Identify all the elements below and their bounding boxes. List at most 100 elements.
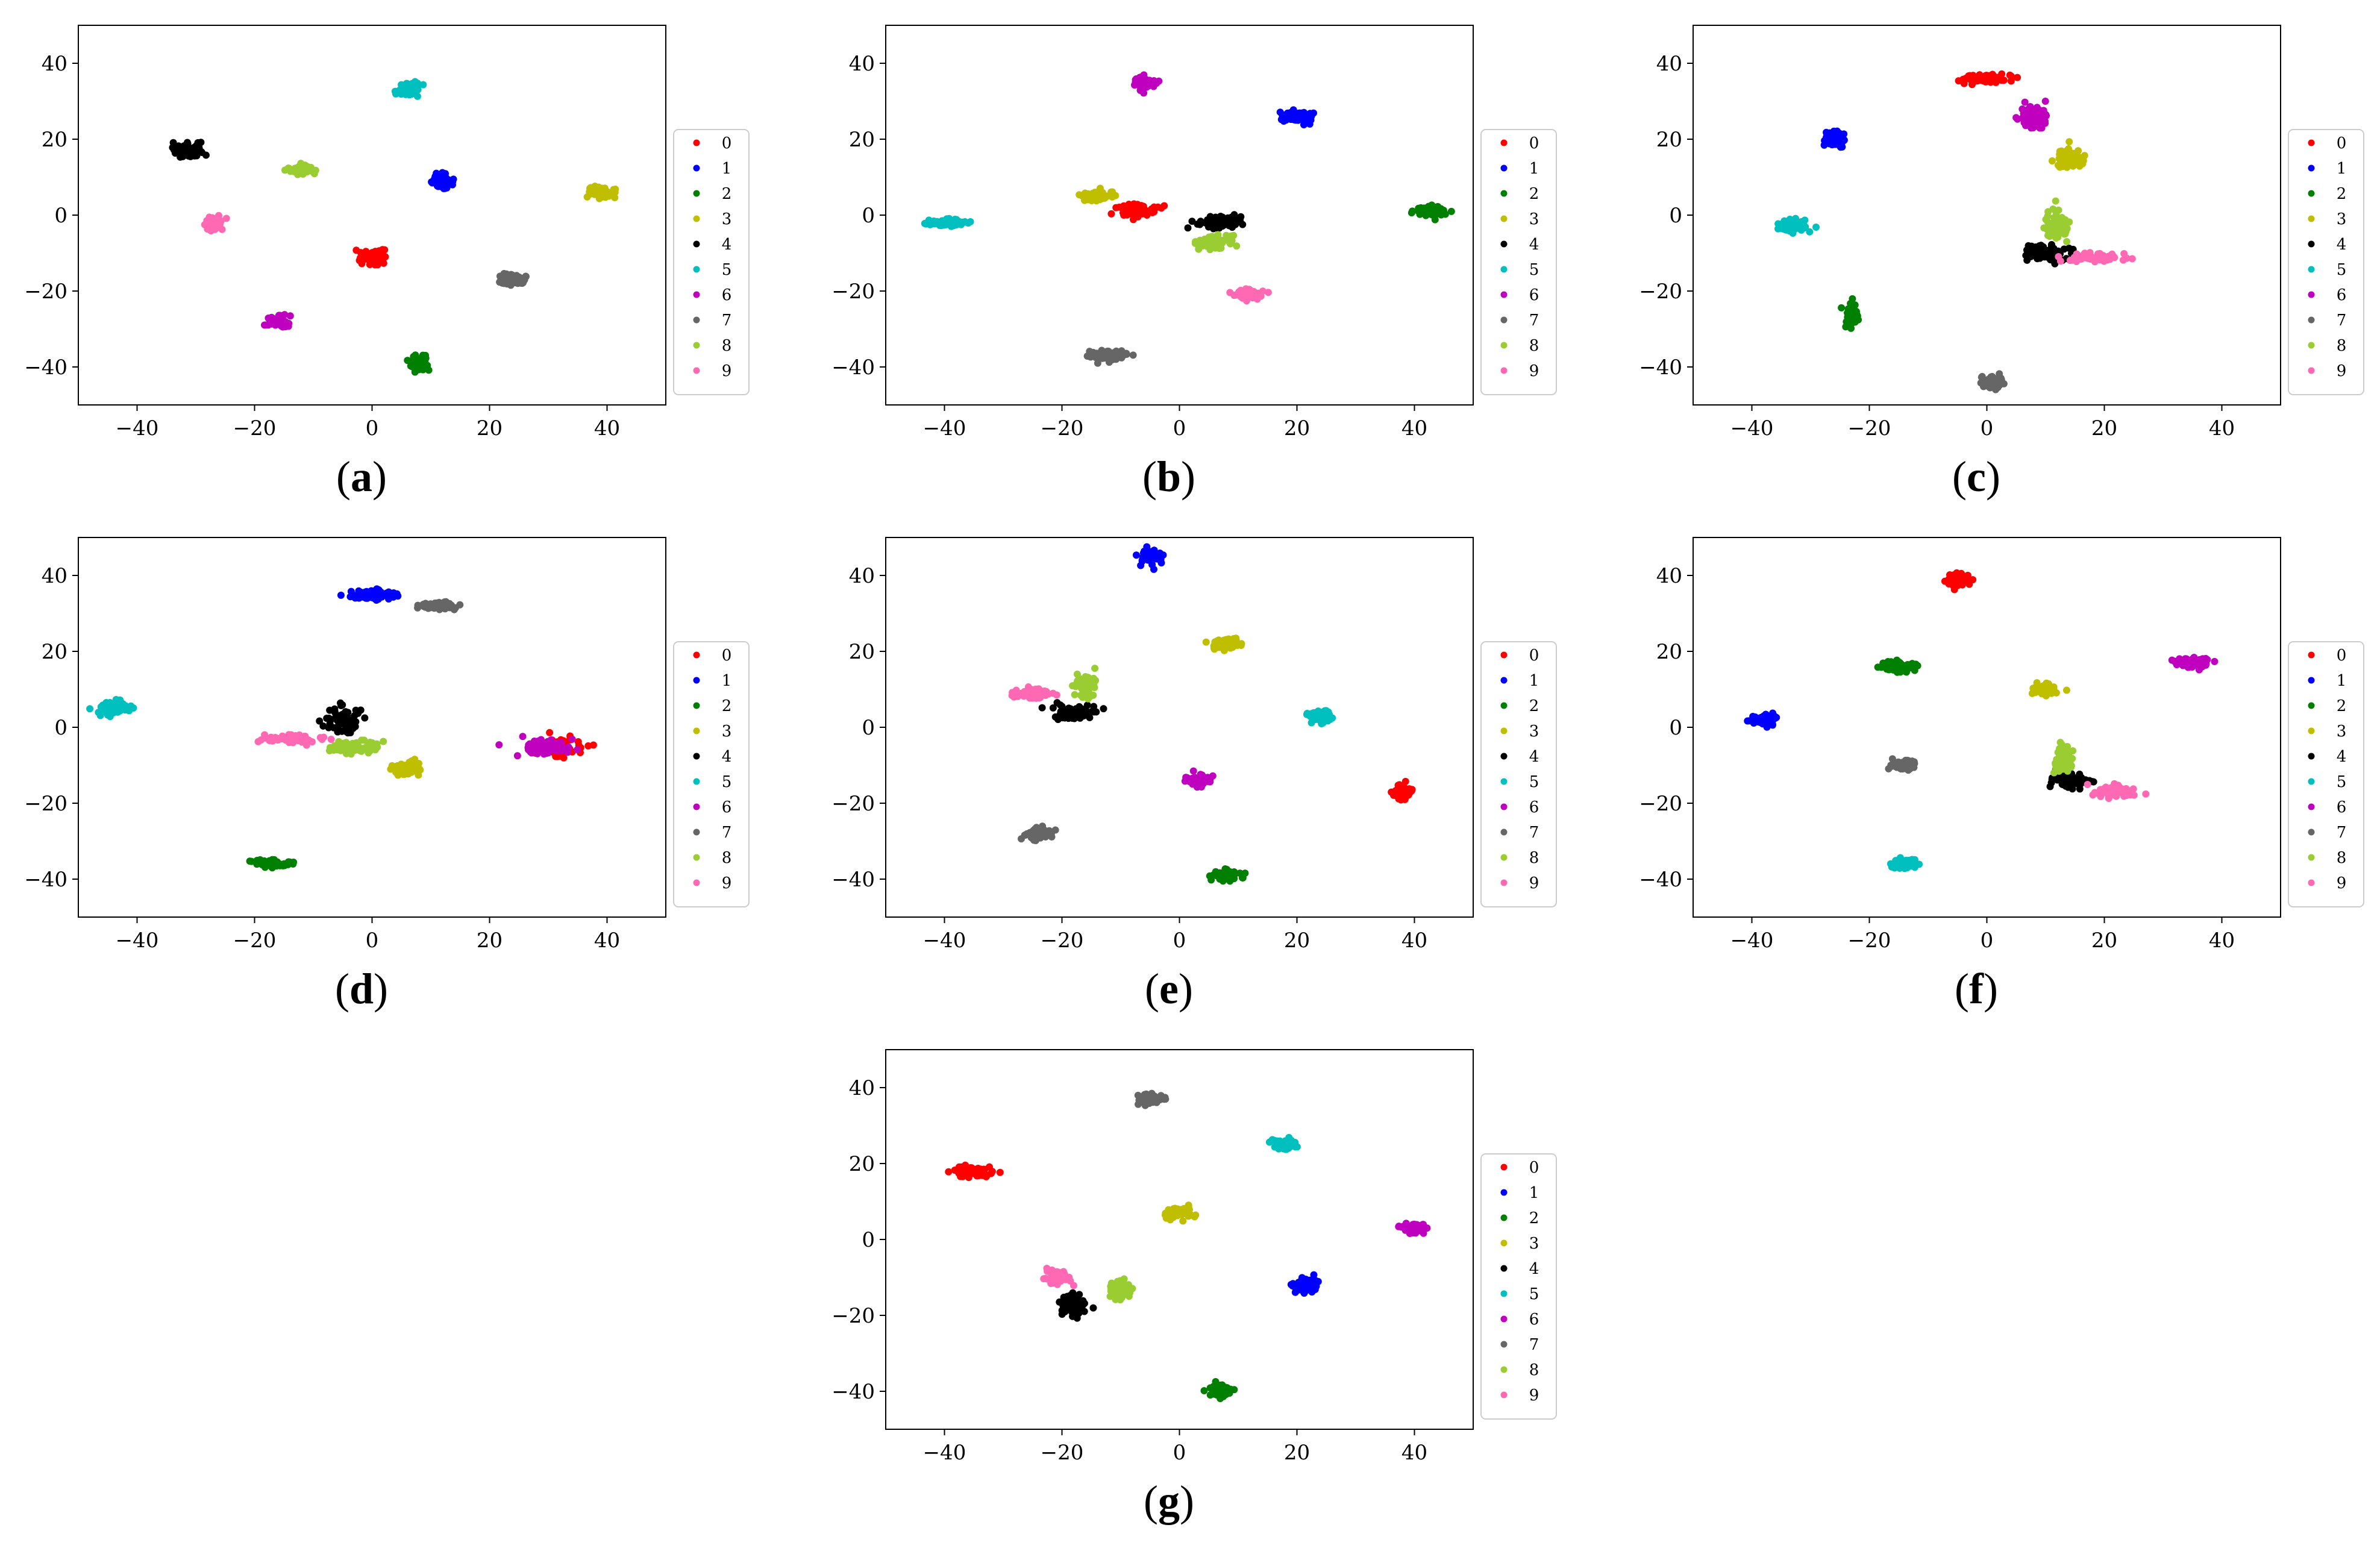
- scatter-point: [351, 722, 359, 730]
- cluster-class-6: [1181, 767, 1217, 791]
- panel-caption-d: (d): [334, 965, 388, 1013]
- scatter-point: [2119, 256, 2127, 264]
- scatter-point: [1187, 777, 1195, 785]
- scatter-point: [2106, 254, 2114, 262]
- scatter-point: [2061, 216, 2069, 224]
- scatter-point: [1300, 112, 1308, 120]
- scatter-point: [2128, 255, 2136, 263]
- y-tick-label: 20: [849, 640, 875, 664]
- scatter-point: [1068, 1306, 1076, 1314]
- cluster-class-0: [945, 1161, 1004, 1182]
- panel-b: −40 −20 0 20 40 −40 −20 0 20 40 0 1 2 3 4 5 6 7 8 9 (b): [807, 12, 1557, 524]
- scatter-point: [1888, 863, 1896, 871]
- panel-letter-e: e: [1159, 965, 1179, 1013]
- scatter-point: [1232, 291, 1239, 299]
- scatter-point: [295, 736, 302, 744]
- scatter-point: [1238, 640, 1245, 648]
- cluster-class-7: [1977, 370, 2008, 393]
- legend-label: 4: [1529, 236, 1539, 254]
- panel-d: −40 −20 0 20 40 −40 −20 0 20 40 0 1 2 3 4 5 6 7 8 9 (d): [0, 524, 750, 1036]
- cluster-class-1: [1744, 709, 1780, 731]
- scatter-point: [415, 760, 423, 768]
- legend-marker: [1500, 291, 1508, 298]
- x-tick-label: 20: [1284, 1441, 1310, 1465]
- panel-letter-d: d: [349, 965, 374, 1013]
- scatter-point: [413, 92, 421, 100]
- scatter-point: [281, 166, 289, 174]
- legend-box: [2288, 129, 2364, 395]
- scatter-point: [1914, 662, 1921, 669]
- scatter-point: [1039, 827, 1047, 835]
- scatter-point: [194, 139, 202, 146]
- scatter-point: [1241, 869, 1249, 877]
- scatter-point: [297, 169, 305, 177]
- legend-label: 9: [722, 362, 732, 380]
- y-tick-label: 0: [54, 204, 67, 228]
- scatter-point: [338, 727, 346, 735]
- cluster-class-5: [1774, 215, 1820, 237]
- scatter-point: [1223, 875, 1230, 883]
- scatter-point: [406, 88, 413, 96]
- legend-label: 7: [1529, 312, 1539, 330]
- scatter-point: [1100, 194, 1107, 202]
- scatter-point: [2006, 71, 2014, 79]
- scatter-point: [988, 1168, 996, 1176]
- cluster-class-8: [2040, 197, 2073, 246]
- y-tick-label: −20: [24, 280, 67, 304]
- legend-label: 6: [1529, 286, 1539, 304]
- scatter-point: [246, 857, 254, 865]
- legend-marker: [693, 651, 700, 659]
- scatter-point: [1885, 765, 1893, 772]
- legend-marker: [693, 854, 700, 861]
- x-tick-label: −40: [923, 416, 966, 440]
- scatter-point: [1905, 860, 1913, 868]
- scatter-point: [1213, 872, 1221, 880]
- scatter-point: [443, 604, 451, 612]
- scatter-point: [1954, 573, 1962, 581]
- x-tick-label: 20: [477, 929, 503, 953]
- scatter-point: [2186, 660, 2194, 668]
- cluster-class-1: [428, 169, 457, 192]
- scatter-point: [2040, 224, 2048, 232]
- scatter-point: [1033, 688, 1041, 696]
- scatter-point: [519, 733, 527, 741]
- scatter-point: [1061, 714, 1069, 722]
- scatter-point: [1436, 205, 1444, 213]
- legend-box: [673, 129, 750, 395]
- scatter-point: [1183, 1209, 1191, 1217]
- scatter-point: [1213, 222, 1221, 230]
- scatter-point: [109, 709, 117, 716]
- y-tick-label: −20: [831, 792, 875, 816]
- scatter-point: [186, 148, 194, 156]
- cluster-class-9: [1226, 285, 1272, 305]
- legend-box: [1480, 641, 1557, 907]
- scatter-point: [1300, 121, 1307, 128]
- scatter-point: [1208, 218, 1216, 225]
- legend-label: 4: [2337, 236, 2347, 254]
- legend-label: 0: [722, 647, 732, 665]
- scatter-point: [1188, 218, 1196, 225]
- scatter-point: [115, 705, 123, 713]
- scatter-point: [1950, 581, 1958, 589]
- scatter-point: [2056, 257, 2064, 265]
- scatter-point: [1306, 110, 1314, 117]
- legend-marker: [1500, 829, 1508, 836]
- scatter-point: [1115, 203, 1123, 211]
- legend-label: 0: [1529, 647, 1539, 665]
- scatter-point: [261, 731, 269, 739]
- cluster-class-7: [1885, 755, 1918, 774]
- y-tick-label: 0: [1669, 204, 1682, 228]
- scatter-point: [352, 246, 360, 254]
- scatter-point: [1140, 89, 1148, 97]
- scatter-points-d: [86, 585, 597, 872]
- x-tick-label: 20: [2091, 929, 2117, 953]
- scatter-point: [410, 352, 418, 360]
- x-tick-label: −40: [116, 416, 159, 440]
- scatter-point: [2056, 163, 2064, 171]
- scatter-point: [1209, 772, 1217, 780]
- scatter-point: [2060, 754, 2068, 762]
- scatter-point: [2065, 138, 2073, 146]
